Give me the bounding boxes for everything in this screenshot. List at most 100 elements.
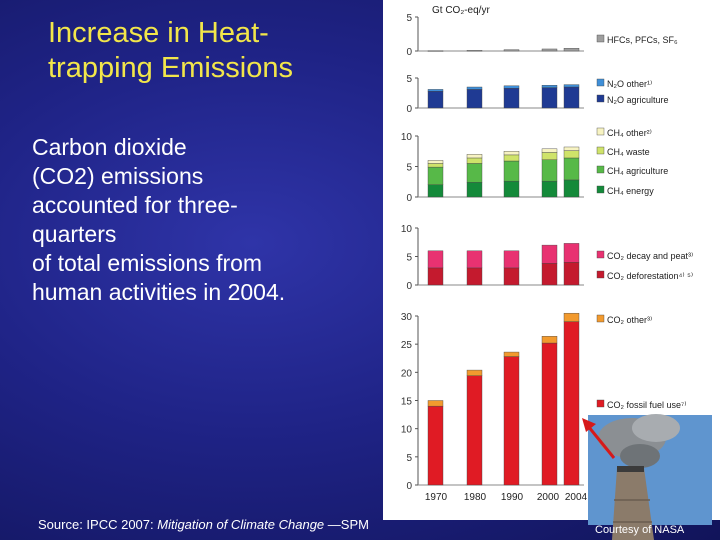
pointer-arrow-head bbox=[582, 418, 596, 432]
tick-label: 0 bbox=[406, 193, 412, 204]
bar-f-gases-s0-2004 bbox=[563, 48, 580, 52]
bar-co2-lucf-s0-1970 bbox=[427, 267, 444, 286]
source-prefix: Source: IPCC 2007: bbox=[38, 517, 158, 532]
bar-ch4-s3-1970 bbox=[427, 160, 444, 164]
legend-label-co2-fossil-1: CO₂ other³⁾ bbox=[607, 315, 652, 325]
unit-label: Gt CO₂-eq/yr bbox=[432, 5, 490, 16]
tick-label: 10 bbox=[401, 224, 413, 235]
bar-co2-fossil-s1-2004 bbox=[563, 312, 580, 322]
bar-co2-fossil-s1-1970 bbox=[427, 400, 444, 407]
smoke-plume bbox=[632, 414, 680, 442]
source-title: Mitigation of Climate Change bbox=[157, 517, 325, 532]
bar-n2o-s0-1970 bbox=[427, 90, 444, 109]
tick-label: 5 bbox=[406, 453, 412, 464]
bar-f-gases-s0-1970 bbox=[427, 50, 444, 52]
body-line-2: (CO2) emissions bbox=[32, 163, 204, 189]
bar-ch4-s3-2000 bbox=[541, 148, 558, 153]
bar-co2-fossil-s1-1990 bbox=[503, 351, 520, 357]
legend-swatch-co2-fossil-0 bbox=[596, 399, 605, 408]
body-line-3: accounted for three- bbox=[32, 192, 238, 218]
tick-label: 5 bbox=[406, 163, 412, 174]
smokestack-photo bbox=[588, 414, 712, 540]
tick-label: 15 bbox=[401, 397, 413, 408]
legend-label-co2-fossil-0: CO₂ fossil fuel use⁷⁾ bbox=[607, 400, 687, 410]
bar-ch4-s1-1980 bbox=[466, 163, 483, 183]
legend-label-f-gases-0: HFCs, PFCs, SF₆ bbox=[607, 35, 678, 45]
bar-co2-fossil-s0-1980 bbox=[466, 375, 483, 486]
title-line-1: Increase in Heat- bbox=[48, 17, 269, 49]
bar-co2-fossil-s0-1990 bbox=[503, 356, 520, 486]
bar-ch4-s1-1970 bbox=[427, 166, 444, 186]
bar-n2o-s0-2004 bbox=[563, 86, 580, 109]
legend-label-ch4-1: CH₄ agriculture bbox=[607, 166, 668, 176]
bar-co2-fossil-s1-1980 bbox=[466, 369, 483, 376]
category-label: 2000 bbox=[537, 492, 560, 503]
bar-ch4-s2-2000 bbox=[541, 152, 558, 160]
bar-co2-lucf-s1-1970 bbox=[427, 250, 444, 269]
bar-co2-lucf-s0-1980 bbox=[466, 267, 483, 286]
bar-ch4-s2-2004 bbox=[563, 150, 580, 159]
bar-n2o-s1-2004 bbox=[563, 84, 580, 88]
bar-n2o-s1-2000 bbox=[541, 84, 558, 88]
tick-label: 0 bbox=[406, 47, 412, 58]
tick-label: 0 bbox=[406, 281, 412, 292]
bar-co2-lucf-s1-1980 bbox=[466, 250, 483, 269]
legend-swatch-ch4-0 bbox=[596, 185, 605, 194]
tick-label: 25 bbox=[401, 340, 413, 351]
legend-label-ch4-3: CH₄ other²⁾ bbox=[607, 128, 652, 138]
category-label: 1990 bbox=[501, 492, 524, 503]
bar-ch4-s0-1970 bbox=[427, 184, 444, 198]
legend-label-ch4-0: CH₄ energy bbox=[607, 186, 654, 196]
bar-co2-fossil-s0-2000 bbox=[541, 342, 558, 486]
tick-label: 5 bbox=[406, 13, 412, 24]
tick-label: 5 bbox=[406, 253, 412, 264]
source-suffix: —SPM bbox=[324, 517, 369, 532]
bar-ch4-s2-1990 bbox=[503, 154, 520, 162]
legend-label-ch4-2: CH₄ waste bbox=[607, 147, 650, 157]
bar-ch4-s2-1970 bbox=[427, 163, 444, 168]
bar-co2-fossil-s0-2004 bbox=[563, 321, 580, 486]
tick-label: 10 bbox=[401, 132, 413, 143]
legend-swatch-co2-lucf-0 bbox=[596, 270, 605, 279]
bar-ch4-s1-1990 bbox=[503, 160, 520, 182]
bar-f-gases-s0-1990 bbox=[503, 49, 520, 52]
category-label: 2004 bbox=[565, 492, 588, 503]
bar-co2-lucf-s1-1990 bbox=[503, 250, 520, 269]
tick-label: 5 bbox=[406, 74, 412, 85]
tick-label: 0 bbox=[406, 481, 412, 492]
legend-swatch-n2o-0 bbox=[596, 94, 605, 103]
bar-ch4-s0-1980 bbox=[466, 182, 483, 198]
legend-swatch-n2o-1 bbox=[596, 78, 605, 87]
slide-title: Increase in Heat- trapping Emissions bbox=[48, 16, 378, 86]
bar-co2-fossil-s0-1970 bbox=[427, 405, 444, 486]
category-label: 1980 bbox=[464, 492, 487, 503]
body-line-5: of total emissions from bbox=[32, 250, 263, 276]
legend-swatch-f-gases-0 bbox=[596, 34, 605, 43]
bar-ch4-s3-1990 bbox=[503, 151, 520, 156]
slide-body: Carbon dioxide (CO2) emissions accounted… bbox=[32, 133, 372, 307]
title-line-2: trapping Emissions bbox=[48, 52, 293, 84]
bar-f-gases-s0-2000 bbox=[541, 48, 558, 52]
legend-label-co2-lucf-1: CO₂ decay and peat³⁾ bbox=[607, 251, 693, 261]
legend-swatch-ch4-2 bbox=[596, 146, 605, 155]
smoke-plume bbox=[620, 444, 660, 468]
legend-swatch-ch4-3 bbox=[596, 127, 605, 136]
bar-n2o-s1-1990 bbox=[503, 85, 520, 89]
body-line-6: human activities in 2004. bbox=[32, 279, 286, 305]
bar-n2o-s1-1980 bbox=[466, 86, 483, 90]
bar-co2-lucf-s1-2000 bbox=[541, 244, 558, 264]
bar-n2o-s0-1990 bbox=[503, 87, 520, 109]
tick-label: 0 bbox=[406, 104, 412, 115]
bar-co2-lucf-s0-2004 bbox=[563, 262, 580, 286]
bar-f-gases-s0-1980 bbox=[466, 50, 483, 52]
legend-label-n2o-0: N₂O agriculture bbox=[607, 95, 669, 105]
body-line-1: Carbon dioxide bbox=[32, 134, 187, 160]
tick-label: 30 bbox=[401, 312, 413, 323]
pointer-arrow-shaft bbox=[586, 425, 616, 459]
bar-ch4-s3-2004 bbox=[563, 146, 580, 151]
bar-ch4-s3-1980 bbox=[466, 154, 483, 159]
category-label: 1970 bbox=[425, 492, 448, 503]
tick-label: 10 bbox=[401, 425, 413, 436]
tick-label: 20 bbox=[401, 368, 413, 379]
